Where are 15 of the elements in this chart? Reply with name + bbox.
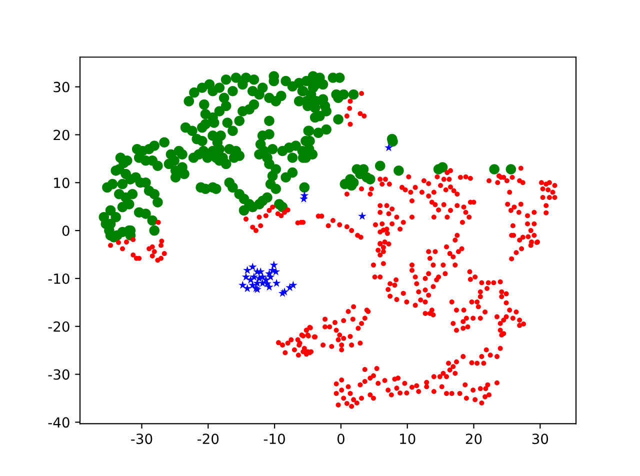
y-tick-label: 20 <box>54 130 70 140</box>
x-tick-label: 20 <box>466 434 482 444</box>
y-tick-label: -20 <box>48 321 70 332</box>
x-tick-label: -20 <box>197 434 219 444</box>
x-tick-label: -10 <box>264 434 285 444</box>
x-tick-label: 30 <box>532 434 548 444</box>
y-tick-label: -30 <box>48 369 70 380</box>
y-tick-label: 30 <box>54 82 70 92</box>
y-tick-label: -10 <box>48 273 70 284</box>
x-tick-label: 10 <box>400 434 416 444</box>
y-tick-label: 0 <box>62 226 70 236</box>
y-tick-label: 10 <box>54 178 70 188</box>
y-tick-label: -40 <box>48 417 70 428</box>
x-tick-label: -30 <box>131 434 152 444</box>
x-tick-label: 0 <box>337 434 344 444</box>
